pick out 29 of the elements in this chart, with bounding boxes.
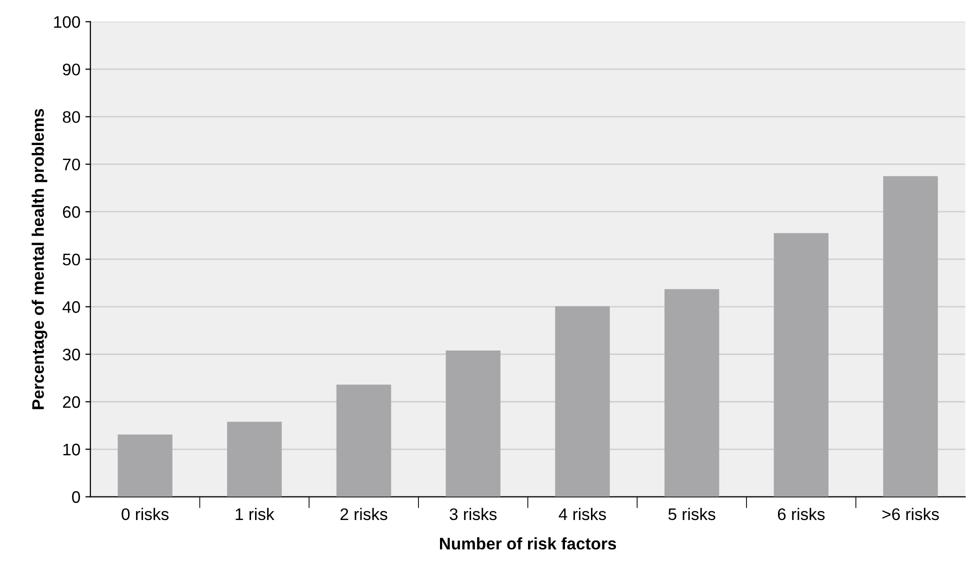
x-tick-label: 1 risk [236, 508, 274, 520]
x-axis-title: Number of risk factors [440, 537, 616, 550]
bar [555, 306, 610, 497]
y-tick-label: 40 [62, 301, 80, 313]
x-tick-label: 3 risks [450, 508, 497, 520]
bar [774, 233, 829, 497]
x-tick-label: 4 risks [558, 508, 606, 520]
bar [664, 289, 720, 497]
y-tick-label: 50 [62, 254, 80, 266]
x-tick-label: 6 risks [778, 508, 825, 520]
y-tick-label: 70 [62, 158, 80, 170]
bar [336, 384, 392, 497]
y-tick-label: 100 [54, 16, 80, 28]
y-tick-label: 0 [72, 491, 80, 503]
bar [227, 422, 282, 497]
y-tick-label: 60 [62, 206, 80, 218]
y-tick-label: 80 [62, 111, 80, 123]
x-tick-label: 2 risks [340, 508, 388, 520]
bar [118, 434, 172, 497]
x-tick-label: 0 risks [122, 508, 169, 520]
y-tick-label: 10 [63, 444, 80, 456]
bar [883, 176, 938, 497]
y-axis-title: Percentage of mental health problems [32, 108, 48, 410]
y-tick-label: 90 [62, 64, 80, 76]
bar [446, 350, 500, 497]
y-tick-label: 20 [62, 396, 80, 408]
y-tick-label: 30 [62, 348, 80, 360]
x-tick-label: >6 risks [882, 508, 939, 520]
x-tick-label: 5 risks [668, 508, 716, 520]
